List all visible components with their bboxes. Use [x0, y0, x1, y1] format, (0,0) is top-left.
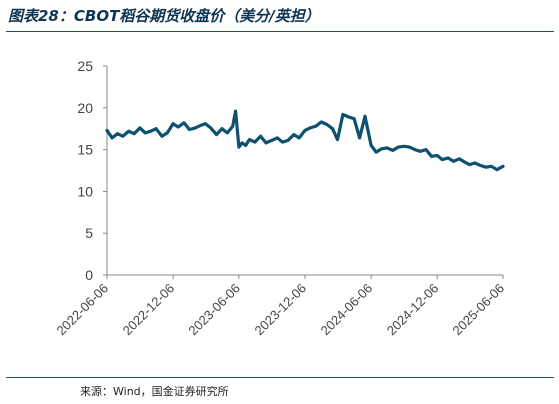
title-divider — [6, 31, 554, 32]
data-point — [495, 168, 499, 172]
y-tick-label: 5 — [85, 225, 93, 241]
data-point — [132, 132, 136, 136]
data-point — [264, 141, 268, 145]
data-point — [319, 120, 323, 124]
data-point — [270, 139, 274, 142]
data-point — [363, 114, 367, 118]
data-point — [154, 127, 158, 131]
data-point — [171, 122, 175, 126]
data-point — [292, 133, 296, 137]
data-point — [234, 109, 238, 113]
x-tick-label: 2024-06-06 — [318, 281, 376, 339]
data-point — [110, 136, 114, 140]
y-tick-label: 10 — [77, 183, 93, 199]
data-point — [138, 126, 142, 130]
data-point — [374, 150, 378, 154]
data-point — [385, 146, 389, 150]
data-point — [331, 127, 334, 131]
data-point — [402, 144, 406, 148]
data-point — [253, 140, 257, 144]
data-point — [457, 157, 461, 161]
data-point — [127, 129, 131, 133]
x-tick-label: 2024-12-06 — [384, 281, 442, 339]
x-tick-label: 2023-06-06 — [185, 281, 243, 339]
data-point — [220, 127, 224, 131]
data-point — [143, 131, 147, 135]
data-point — [314, 124, 318, 128]
data-point — [231, 124, 235, 128]
data-point — [203, 122, 207, 126]
data-point — [352, 117, 356, 121]
data-point — [165, 131, 169, 135]
data-point — [446, 156, 450, 160]
data-point — [308, 126, 312, 130]
data-point — [297, 136, 301, 140]
y-tick-label: 15 — [77, 142, 93, 158]
data-point — [176, 125, 180, 129]
data-point — [341, 113, 345, 116]
y-tick-label: 0 — [85, 267, 93, 283]
data-point — [188, 128, 191, 131]
data-point — [121, 134, 125, 138]
series-line — [105, 109, 505, 172]
y-axis: 0 5 10 15 20 25 — [77, 58, 108, 283]
data-point — [473, 161, 477, 165]
data-point — [463, 160, 467, 164]
data-point — [275, 136, 279, 140]
data-point — [468, 163, 471, 167]
data-point — [193, 126, 197, 130]
source-note: 来源：Wind，国金证券研究所 — [80, 385, 229, 398]
data-point — [440, 158, 444, 162]
data-point — [347, 115, 351, 119]
data-point — [149, 129, 153, 133]
data-point — [237, 145, 241, 149]
data-point — [281, 140, 284, 144]
y-tick-label: 25 — [77, 58, 93, 74]
x-tick-label: 2023-12-06 — [251, 281, 309, 339]
data-point — [501, 164, 505, 168]
data-point — [303, 129, 307, 132]
data-point — [435, 154, 439, 157]
data-point — [430, 154, 433, 158]
data-point — [116, 132, 119, 136]
data-point — [182, 121, 186, 125]
data-point — [336, 138, 339, 142]
data-point — [215, 133, 218, 137]
data-point — [396, 145, 400, 149]
data-point — [424, 148, 428, 152]
data-point — [413, 148, 417, 152]
data-point — [105, 129, 109, 132]
series-group — [105, 109, 505, 172]
data-point — [391, 149, 395, 152]
data-point — [490, 164, 493, 168]
data-point — [369, 144, 373, 147]
x-tick-label: 2022-06-06 — [53, 281, 111, 339]
data-point — [160, 134, 164, 138]
data-point — [418, 149, 422, 153]
data-point — [380, 147, 383, 151]
line-chart: 0 5 10 15 20 25 2022-06-06 2022-12-06 2023-06-0… — [53, 58, 507, 339]
y-tick-label: 20 — [77, 100, 93, 116]
data-point — [479, 164, 482, 167]
data-point — [358, 136, 361, 140]
x-tick-label: 2022-12-06 — [120, 281, 178, 339]
data-point — [452, 159, 455, 163]
data-point — [244, 144, 248, 147]
data-point — [259, 134, 262, 138]
data-point — [408, 145, 411, 149]
data-point — [484, 165, 488, 169]
x-axis: 2022-06-06 2022-12-06 2023-06-06 2023-12-06… — [53, 274, 507, 339]
data-point — [325, 123, 329, 126]
data-point — [240, 141, 244, 145]
data-point — [225, 131, 229, 135]
data-point — [248, 138, 251, 142]
data-point — [199, 124, 203, 127]
data-point — [209, 126, 213, 130]
footer-divider — [6, 377, 554, 378]
figure-title: 图表28：CBOT稻谷期货收盘价（美分/英担） — [8, 7, 320, 25]
x-tick-label: 2025-06-06 — [449, 281, 507, 339]
data-point — [286, 139, 290, 142]
